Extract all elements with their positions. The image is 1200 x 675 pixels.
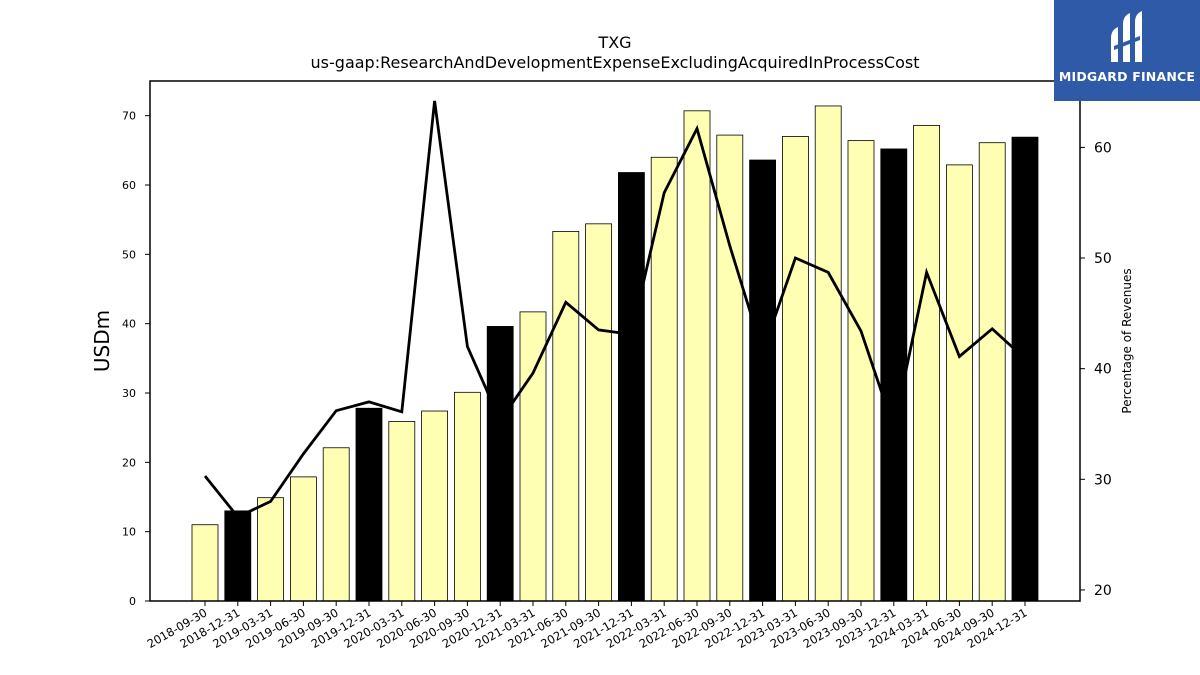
bar-2018-09-30	[191, 524, 219, 602]
chart-title: TXG	[597, 33, 631, 52]
y-tick-label: 0	[129, 595, 136, 608]
bar-2019-09-30	[322, 447, 350, 602]
bar-2023-03-31	[782, 136, 809, 602]
y-tick-label: 30	[122, 387, 136, 400]
bar-2020-12-31	[486, 326, 514, 602]
bar-2023-12-31	[880, 148, 908, 602]
bar-2022-09-30	[716, 134, 744, 602]
y-tick-label: 20	[122, 456, 136, 469]
right-y-tick-label: 30	[1094, 472, 1112, 488]
bar-2023-06-30	[814, 105, 842, 602]
right-y-tick-label: 60	[1094, 140, 1112, 156]
plot-frame	[149, 80, 1081, 602]
y-tick-label: 10	[122, 526, 136, 539]
left-y-axis-label: USDm	[90, 310, 114, 372]
bar-2019-12-31	[355, 407, 383, 602]
chart-subtitle: us-gaap:ResearchAndDevelopmentExpenseExc…	[311, 53, 920, 72]
bar-2024-06-30	[946, 164, 973, 602]
y-tick-label: 40	[122, 318, 136, 331]
bar-2020-09-30	[453, 391, 481, 602]
y-tick-label: 60	[122, 179, 136, 192]
right-y-axis-label: Percentage of Revenues	[1120, 268, 1134, 413]
bar-2020-03-31	[388, 421, 416, 602]
line-series	[203, 100, 1026, 519]
bar-2023-09-30	[847, 140, 875, 602]
right-y-tick-label: 20	[1094, 583, 1112, 599]
right-y-axis: 20 30 40 50 60	[1080, 140, 1112, 599]
bar-2021-03-31	[519, 311, 547, 602]
right-y-tick-label: 40	[1094, 362, 1112, 378]
left-y-axis: 0 10 20 30 40 50 60 70	[122, 110, 150, 608]
bar-2019-03-31	[257, 497, 285, 602]
y-tick-label: 50	[122, 248, 136, 261]
bar-2022-06-30	[683, 110, 711, 602]
bar-2019-06-30	[289, 476, 317, 602]
bar-2020-06-30	[421, 410, 449, 602]
bar-2021-09-30	[585, 223, 612, 602]
right-y-tick-label: 50	[1094, 251, 1112, 267]
logo-mark-icon	[1111, 11, 1142, 62]
bar-2024-12-31	[1011, 136, 1039, 602]
logo-text: MIDGARD FINANCE	[1058, 69, 1196, 84]
bar-2022-03-31	[650, 156, 678, 602]
percentage-of-revenues-line	[203, 100, 1026, 519]
bar-series	[191, 105, 1039, 602]
y-tick-label: 70	[122, 110, 136, 123]
brand-logo: MIDGARD FINANCE	[1054, 0, 1200, 101]
bar-2021-12-31	[618, 172, 645, 602]
bar-2021-06-30	[552, 231, 580, 602]
x-axis: 2018-09-302018-12-312019-03-312019-06-30…	[145, 601, 1030, 651]
bar-2024-03-31	[913, 124, 940, 602]
bar-2024-09-30	[978, 142, 1006, 602]
bar-2022-12-31	[749, 159, 776, 602]
bar-2018-12-31	[224, 510, 252, 602]
